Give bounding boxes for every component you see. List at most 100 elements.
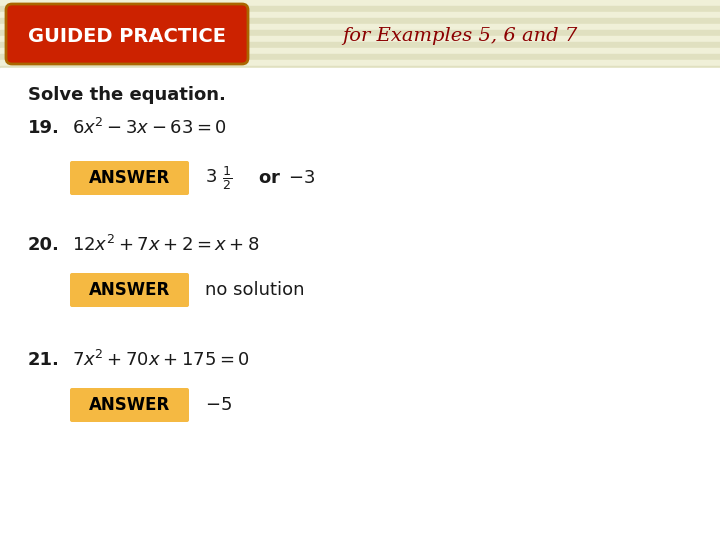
- Bar: [0, 510, 720, 516]
- Bar: [0, 312, 720, 318]
- Bar: [0, 492, 720, 498]
- Bar: [0, 342, 720, 348]
- Bar: [0, 228, 720, 234]
- Bar: [0, 294, 720, 300]
- Bar: [0, 498, 720, 504]
- Bar: [0, 174, 720, 180]
- Text: $\mathbf{or}$: $\mathbf{or}$: [258, 169, 282, 187]
- FancyBboxPatch shape: [70, 273, 189, 307]
- Bar: [0, 78, 720, 84]
- Bar: [0, 120, 720, 126]
- Bar: [0, 264, 720, 270]
- Bar: [0, 240, 720, 246]
- Bar: [0, 252, 720, 258]
- Bar: [0, 288, 720, 294]
- Bar: [0, 198, 720, 204]
- Bar: [0, 72, 720, 78]
- Bar: [0, 354, 720, 360]
- Bar: [0, 414, 720, 420]
- Bar: [0, 384, 720, 390]
- Bar: [0, 48, 720, 54]
- Bar: [0, 450, 720, 456]
- Bar: [0, 114, 720, 120]
- FancyBboxPatch shape: [6, 4, 248, 64]
- Bar: [0, 318, 720, 324]
- Text: 19.: 19.: [28, 119, 60, 137]
- Bar: [0, 150, 720, 156]
- Bar: [0, 6, 720, 12]
- Bar: [0, 192, 720, 198]
- Bar: [0, 522, 720, 528]
- Bar: [0, 348, 720, 354]
- Text: Solve the equation.: Solve the equation.: [28, 86, 226, 104]
- Bar: [0, 408, 720, 414]
- Bar: [0, 18, 720, 24]
- Bar: [0, 162, 720, 168]
- Bar: [0, 366, 720, 372]
- Bar: [0, 456, 720, 462]
- Text: for Examples 5, 6 and 7: for Examples 5, 6 and 7: [343, 27, 577, 45]
- Bar: [0, 216, 720, 222]
- Bar: [0, 282, 720, 288]
- Text: $12x^2 + 7x + 2 = x + 8$: $12x^2 + 7x + 2 = x + 8$: [72, 235, 260, 255]
- Bar: [0, 234, 720, 240]
- Text: ANSWER: ANSWER: [89, 169, 170, 187]
- Bar: [0, 396, 720, 402]
- Text: 20.: 20.: [28, 236, 60, 254]
- Bar: [0, 156, 720, 162]
- Bar: [0, 54, 720, 60]
- Text: GUIDED PRACTICE: GUIDED PRACTICE: [28, 26, 226, 45]
- Text: $-5$: $-5$: [205, 396, 232, 414]
- Bar: [0, 126, 720, 132]
- Bar: [0, 276, 720, 282]
- Bar: [0, 420, 720, 426]
- Bar: [0, 42, 720, 48]
- Bar: [0, 378, 720, 384]
- Bar: [0, 270, 720, 276]
- Bar: [0, 108, 720, 114]
- Bar: [0, 60, 720, 66]
- Bar: [0, 258, 720, 264]
- Bar: [0, 246, 720, 252]
- Bar: [0, 444, 720, 450]
- Text: $-3$: $-3$: [288, 169, 315, 187]
- Bar: [0, 306, 720, 312]
- Bar: [0, 300, 720, 306]
- Bar: [0, 372, 720, 378]
- Bar: [0, 68, 720, 540]
- Bar: [0, 426, 720, 432]
- Bar: [0, 330, 720, 336]
- Text: $7x^2 + 70x + 175 = 0$: $7x^2 + 70x + 175 = 0$: [72, 350, 250, 370]
- Bar: [0, 24, 720, 30]
- Bar: [0, 486, 720, 492]
- Bar: [0, 180, 720, 186]
- Bar: [0, 96, 720, 102]
- Bar: [0, 390, 720, 396]
- Bar: [0, 528, 720, 534]
- Bar: [0, 534, 720, 540]
- Bar: [0, 204, 720, 210]
- Bar: [0, 402, 720, 408]
- Bar: [0, 12, 720, 18]
- Bar: [0, 30, 720, 36]
- Bar: [0, 144, 720, 150]
- Text: ANSWER: ANSWER: [89, 396, 170, 414]
- Text: ANSWER: ANSWER: [89, 281, 170, 299]
- Bar: [0, 222, 720, 228]
- Bar: [0, 336, 720, 342]
- Bar: [0, 90, 720, 96]
- Bar: [0, 0, 720, 6]
- Text: no solution: no solution: [205, 281, 305, 299]
- Text: $6x^2 - 3x - 63 = 0$: $6x^2 - 3x - 63 = 0$: [72, 118, 227, 138]
- Bar: [0, 480, 720, 486]
- Bar: [0, 474, 720, 480]
- Bar: [0, 138, 720, 144]
- Bar: [0, 132, 720, 138]
- Bar: [0, 168, 720, 174]
- Bar: [0, 462, 720, 468]
- FancyBboxPatch shape: [70, 161, 189, 195]
- Bar: [0, 360, 720, 366]
- Bar: [0, 516, 720, 522]
- Bar: [0, 324, 720, 330]
- Bar: [0, 438, 720, 444]
